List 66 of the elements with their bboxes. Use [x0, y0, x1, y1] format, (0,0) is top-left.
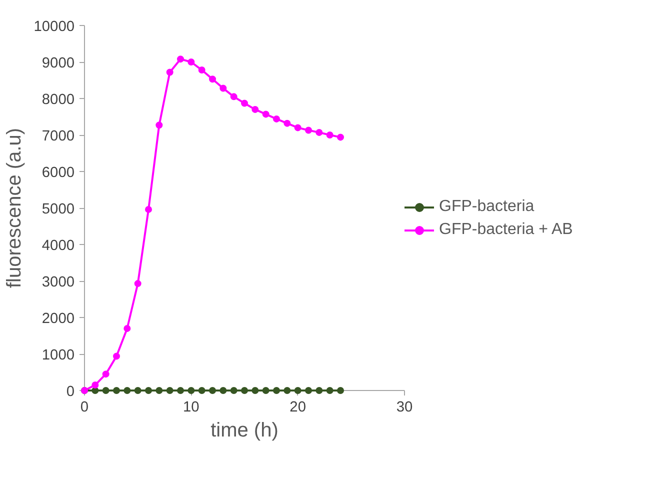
point: [252, 387, 259, 394]
y-tick-label: 4000: [42, 238, 75, 254]
legend-label: GFP-bacteria + AB: [439, 221, 573, 239]
point: [305, 387, 312, 394]
point: [262, 110, 270, 118]
x-tick-label: 10: [183, 400, 200, 416]
point: [220, 84, 227, 92]
point: [145, 387, 152, 394]
point: [284, 387, 291, 394]
point: [337, 387, 344, 394]
point: [113, 387, 120, 394]
x-tick-label: 0: [80, 400, 89, 416]
point: [198, 387, 206, 394]
y-axis-title: fluorescence (a.u): [4, 128, 26, 288]
y-tick-label: 0: [66, 384, 75, 400]
point: [316, 128, 323, 136]
point: [284, 120, 291, 127]
y-tick-label: 5000: [42, 202, 75, 218]
point: [230, 387, 238, 394]
x-axis-title: time (h): [210, 420, 278, 442]
point: [337, 134, 344, 141]
point: [156, 387, 163, 394]
point: [294, 124, 302, 132]
point: [316, 387, 323, 394]
point: [134, 387, 142, 394]
x-tick-label: 30: [396, 400, 413, 416]
point: [220, 387, 227, 394]
point: [326, 387, 334, 394]
point: [188, 58, 195, 66]
y-tick-label: 7000: [42, 128, 75, 144]
point: [241, 387, 248, 394]
point: [166, 387, 174, 394]
point: [124, 387, 131, 394]
y-tick-label: 9000: [42, 56, 75, 72]
y-tick-label: 8000: [42, 92, 75, 108]
point: [273, 387, 280, 394]
point: [230, 93, 238, 100]
point: [209, 76, 216, 83]
point: [102, 387, 110, 394]
y-tick-label: 10000: [34, 19, 75, 35]
point: [273, 115, 280, 122]
point: [326, 132, 334, 138]
point: [156, 122, 163, 129]
point: [188, 387, 195, 394]
x-tick-label: 20: [290, 400, 306, 416]
point: [145, 206, 152, 213]
point: [124, 324, 131, 332]
point: [252, 106, 259, 113]
point: [209, 387, 216, 394]
point: [177, 56, 184, 63]
point: [305, 126, 312, 134]
y-tick-label: 1000: [42, 348, 75, 364]
y-tick-label: 3000: [42, 274, 75, 290]
point: [102, 370, 110, 378]
point: [134, 280, 142, 288]
y-tick-label: 6000: [42, 165, 75, 181]
point: [241, 100, 248, 107]
point: [294, 387, 302, 394]
point: [198, 66, 206, 74]
point: [166, 68, 174, 76]
point: [262, 387, 270, 394]
point: [113, 352, 120, 360]
y-tick-label: 2000: [42, 311, 75, 327]
point: [92, 382, 99, 389]
point: [177, 387, 184, 394]
legend-label: GFP-bacteria: [439, 198, 534, 216]
